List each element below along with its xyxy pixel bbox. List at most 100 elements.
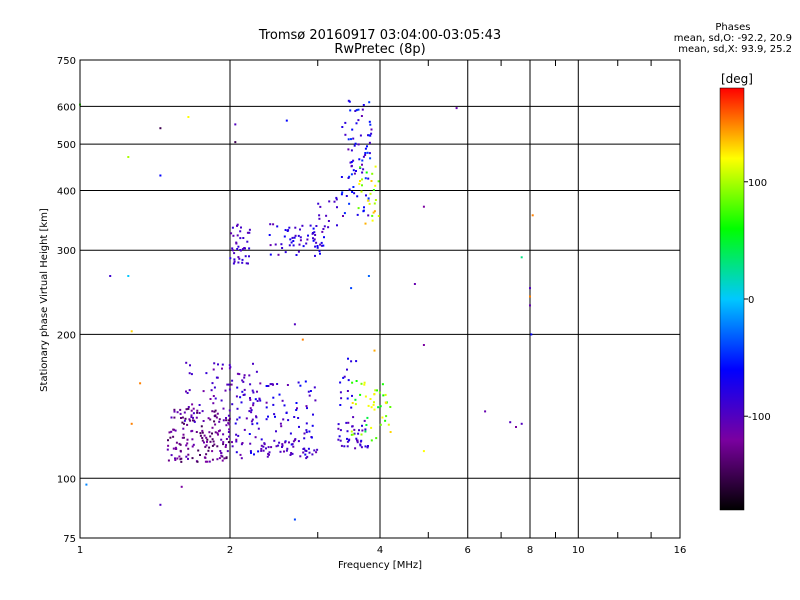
data-point	[208, 431, 211, 434]
data-point	[260, 447, 263, 450]
data-point	[307, 234, 309, 237]
data-point	[316, 448, 319, 451]
data-point	[321, 230, 324, 233]
data-point	[288, 226, 291, 229]
data-point	[378, 391, 381, 394]
data-point	[214, 397, 217, 400]
data-point	[198, 412, 201, 414]
data-point	[220, 438, 223, 441]
data-point	[224, 389, 227, 392]
data-point	[217, 433, 219, 436]
data-point	[251, 423, 254, 426]
data-point	[188, 418, 191, 421]
data-point	[233, 252, 236, 255]
data-point	[360, 433, 363, 436]
data-point	[225, 417, 227, 419]
data-point	[269, 253, 272, 256]
data-point	[235, 451, 238, 454]
data-point	[365, 424, 368, 426]
data-point	[286, 384, 289, 386]
data-point	[285, 449, 288, 452]
data-point	[256, 422, 259, 425]
data-point	[339, 429, 342, 432]
data-point	[295, 409, 298, 411]
data-point	[364, 430, 367, 433]
data-point	[169, 436, 172, 439]
data-point	[294, 234, 297, 237]
data-point	[205, 436, 208, 439]
data-point	[367, 177, 370, 180]
data-point	[281, 446, 283, 448]
data-point	[202, 420, 205, 422]
data-point	[213, 410, 216, 413]
data-point	[377, 180, 380, 183]
data-point	[266, 455, 269, 458]
data-point	[337, 423, 340, 426]
data-point	[255, 416, 258, 419]
data-point	[350, 138, 352, 141]
colorbar-ticks: 100 0 -100	[744, 178, 771, 423]
data-point	[186, 442, 189, 445]
data-point	[336, 224, 338, 227]
data-point	[236, 407, 239, 410]
data-point	[484, 410, 487, 413]
data-point	[304, 453, 307, 456]
data-point	[227, 422, 230, 425]
data-point	[289, 454, 292, 456]
colorbar-tick-label: -100	[748, 412, 771, 423]
data-point	[159, 127, 162, 130]
data-point	[213, 386, 216, 389]
data-point	[352, 416, 355, 419]
data-point	[187, 116, 190, 118]
data-point	[371, 219, 374, 222]
data-point	[355, 380, 358, 382]
data-point	[213, 362, 216, 365]
data-point	[319, 243, 322, 246]
data-point	[267, 415, 269, 418]
data-point	[357, 432, 360, 435]
data-point	[183, 411, 186, 414]
data-point	[273, 439, 276, 442]
data-point	[182, 427, 185, 430]
data-point	[214, 409, 217, 412]
data-point	[278, 441, 281, 444]
data-point	[244, 255, 247, 258]
data-point	[252, 402, 255, 405]
data-point	[205, 444, 208, 447]
data-point	[313, 231, 316, 234]
grid-lines	[80, 60, 680, 538]
data-point	[248, 231, 251, 234]
data-point	[351, 191, 354, 193]
data-point	[201, 439, 204, 442]
data-point	[379, 405, 382, 408]
data-point	[373, 408, 376, 411]
data-point	[305, 405, 308, 408]
data-point	[280, 425, 283, 428]
data-point	[181, 421, 184, 424]
data-point	[208, 446, 211, 449]
data-point	[344, 121, 347, 124]
data-point	[311, 453, 314, 456]
y-axis-label: Stationary phase Virtual Height [km]	[39, 208, 50, 392]
data-point	[208, 460, 211, 463]
data-point	[354, 403, 357, 406]
data-point	[357, 119, 360, 122]
data-point	[294, 226, 297, 229]
data-point	[370, 406, 373, 409]
data-point	[341, 126, 344, 128]
data-point	[312, 237, 314, 240]
data-point	[130, 422, 133, 425]
data-point	[381, 383, 384, 386]
data-point	[318, 250, 321, 253]
data-point	[179, 443, 182, 446]
data-point	[297, 250, 300, 253]
data-point	[211, 444, 214, 447]
data-point	[243, 428, 246, 431]
data-point	[252, 404, 255, 407]
data-point	[342, 376, 345, 379]
data-point	[249, 450, 252, 453]
data-point	[176, 457, 179, 460]
data-point	[304, 449, 307, 452]
data-point	[211, 450, 214, 453]
data-point	[306, 455, 309, 458]
